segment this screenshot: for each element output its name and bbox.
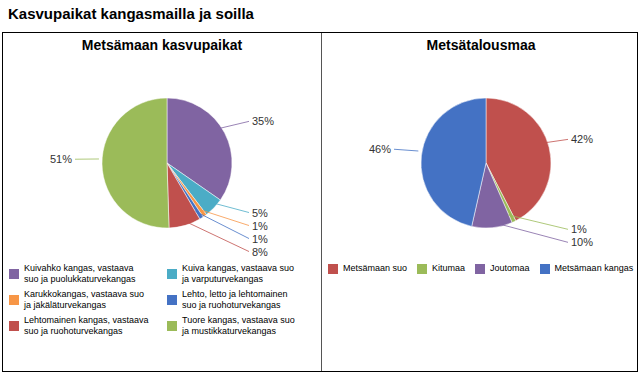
svg-text:1%: 1%	[571, 223, 587, 235]
svg-text:42%: 42%	[571, 133, 593, 145]
html-text:Kuivahko kangas, vastaava suo: Kuivahko kangas, vastaava suo ja puolukk…	[24, 263, 136, 284]
svg-text:1%: 1%	[252, 220, 268, 232]
html-text:Metsämaan kasvupaikat: Metsämaan kasvupaikat	[81, 37, 243, 53]
html-text:Lehtomainen kangas, vastaava s: Lehtomainen kangas, vastaava suo ja ruoh…	[24, 315, 149, 336]
html-text:Joutomaa: Joutomaa	[490, 263, 530, 273]
html-text:Kitumaa: Kitumaa	[432, 263, 466, 273]
svg-text:1%: 1%	[252, 233, 268, 245]
html-text:Karukkokangas, vastaava suo ja: Karukkokangas, vastaava suo ja jäkälätur…	[24, 289, 145, 310]
svg-text:51%: 51%	[50, 153, 72, 165]
html-text:Kuiva kangas, vastaava suo ja: Kuiva kangas, vastaava suo ja varputurve…	[182, 263, 295, 284]
svg-text:5%: 5%	[252, 207, 268, 219]
html-text:Metsätalousmaa: Metsätalousmaa	[426, 37, 536, 53]
html-text:Kasvupaikat kangasmailla ja so: Kasvupaikat kangasmailla ja soilla	[8, 5, 254, 22]
html-text:Tuore kangas, vastaava suo ja: Tuore kangas, vastaava suo ja mustikkatu…	[182, 315, 295, 336]
html-text:Metsämaan suo: Metsämaan suo	[343, 263, 407, 273]
html-text:Lehto, letto ja lehtomainen su: Lehto, letto ja lehtomainen suo ja ruoho…	[182, 289, 288, 310]
svg-text:35%: 35%	[252, 115, 274, 127]
svg-text:46%: 46%	[369, 143, 391, 155]
html-text:Metsämaan kangas: Metsämaan kangas	[554, 263, 634, 273]
svg-text:10%: 10%	[571, 236, 593, 248]
svg-text:8%: 8%	[252, 246, 268, 258]
